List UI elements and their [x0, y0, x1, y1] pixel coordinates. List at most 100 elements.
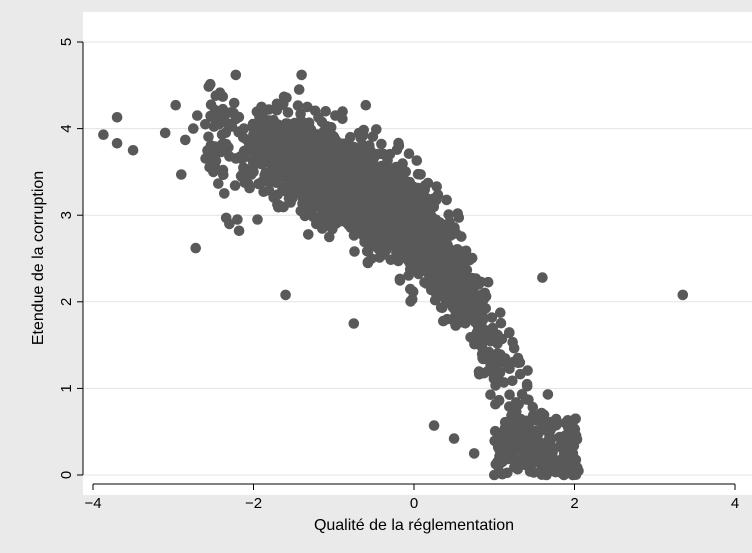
data-point: [325, 218, 337, 229]
data-point: [402, 201, 414, 213]
data-point: [378, 226, 389, 237]
data-point: [365, 175, 377, 186]
data-point: [490, 357, 502, 369]
data-point: [188, 123, 199, 134]
data-point: [213, 178, 224, 189]
data-point: [295, 205, 307, 217]
data-point: [550, 466, 561, 478]
data-point: [214, 108, 225, 120]
data-point: [403, 148, 415, 159]
data-point: [482, 276, 494, 288]
data-point: [305, 169, 317, 180]
data-point: [503, 327, 515, 339]
data-point: [357, 130, 369, 141]
data-point: [405, 283, 416, 295]
data-point: [361, 231, 373, 243]
data-point: [431, 181, 443, 192]
data-point: [332, 159, 344, 170]
data-point: [391, 144, 403, 155]
data-point: [677, 289, 689, 301]
data-point: [170, 99, 181, 111]
data-point: [512, 357, 524, 369]
y-tick-label: 4: [58, 124, 75, 132]
data-point: [411, 155, 423, 166]
data-point: [377, 200, 389, 212]
data-point: [111, 138, 123, 149]
data-point: [313, 172, 325, 183]
y-tick-label: 0: [58, 471, 75, 479]
data-point: [514, 368, 526, 380]
data-point: [318, 210, 330, 222]
data-point: [293, 84, 305, 95]
data-point: [210, 141, 221, 152]
data-point: [356, 164, 368, 176]
y-axis-title: Etendue de la corruption: [30, 171, 47, 345]
data-point: [238, 152, 250, 163]
x-axis-title: Qualité de la réglementation: [314, 517, 514, 534]
data-point: [419, 277, 430, 288]
data-point: [382, 154, 393, 166]
data-point: [353, 214, 365, 226]
data-point: [455, 316, 467, 328]
data-point: [429, 294, 441, 306]
data-point: [491, 349, 503, 360]
data-point: [443, 246, 455, 257]
data-point: [218, 169, 229, 181]
data-point: [321, 157, 333, 169]
data-point: [415, 169, 426, 180]
data-point: [317, 133, 329, 145]
data-point: [542, 389, 554, 400]
data-point: [521, 445, 533, 457]
data-point: [521, 378, 533, 390]
data-point: [286, 124, 297, 136]
data-point: [444, 282, 455, 294]
data-point: [394, 169, 405, 181]
data-point: [537, 415, 548, 427]
data-point: [229, 180, 241, 191]
data-point: [390, 238, 402, 250]
data-point: [378, 249, 390, 260]
data-point: [432, 263, 444, 274]
data-point: [238, 167, 249, 178]
data-point: [535, 438, 547, 450]
data-point: [312, 154, 324, 166]
data-point: [180, 134, 191, 146]
data-point: [356, 140, 368, 151]
data-point: [416, 250, 427, 261]
data-point: [473, 299, 485, 311]
data-point: [354, 151, 366, 162]
data-point: [213, 119, 225, 130]
data-point: [438, 315, 449, 327]
data-point: [420, 206, 432, 217]
data-point: [493, 395, 505, 407]
data-point: [208, 166, 219, 178]
data-point: [296, 179, 308, 191]
data-point: [344, 200, 355, 212]
x-tick-label: −4: [84, 495, 101, 512]
data-point: [470, 317, 481, 328]
data-point: [495, 317, 507, 329]
data-point: [527, 401, 539, 413]
data-point: [221, 138, 232, 150]
data-point: [366, 185, 378, 197]
data-point: [297, 159, 308, 171]
data-point: [111, 112, 123, 123]
data-point: [521, 394, 532, 405]
data-point: [370, 160, 381, 172]
data-point: [268, 167, 280, 178]
data-point: [558, 464, 569, 476]
data-point: [463, 276, 474, 287]
data-point: [485, 389, 496, 401]
data-point: [456, 265, 467, 277]
data-point: [559, 435, 571, 447]
data-point: [317, 223, 328, 234]
data-point: [345, 131, 356, 143]
data-point: [224, 151, 235, 162]
data-point: [295, 147, 306, 159]
data-point: [233, 225, 245, 237]
data-point: [308, 211, 319, 223]
data-point: [495, 307, 506, 319]
data-point: [530, 425, 542, 437]
data-point: [494, 367, 506, 379]
